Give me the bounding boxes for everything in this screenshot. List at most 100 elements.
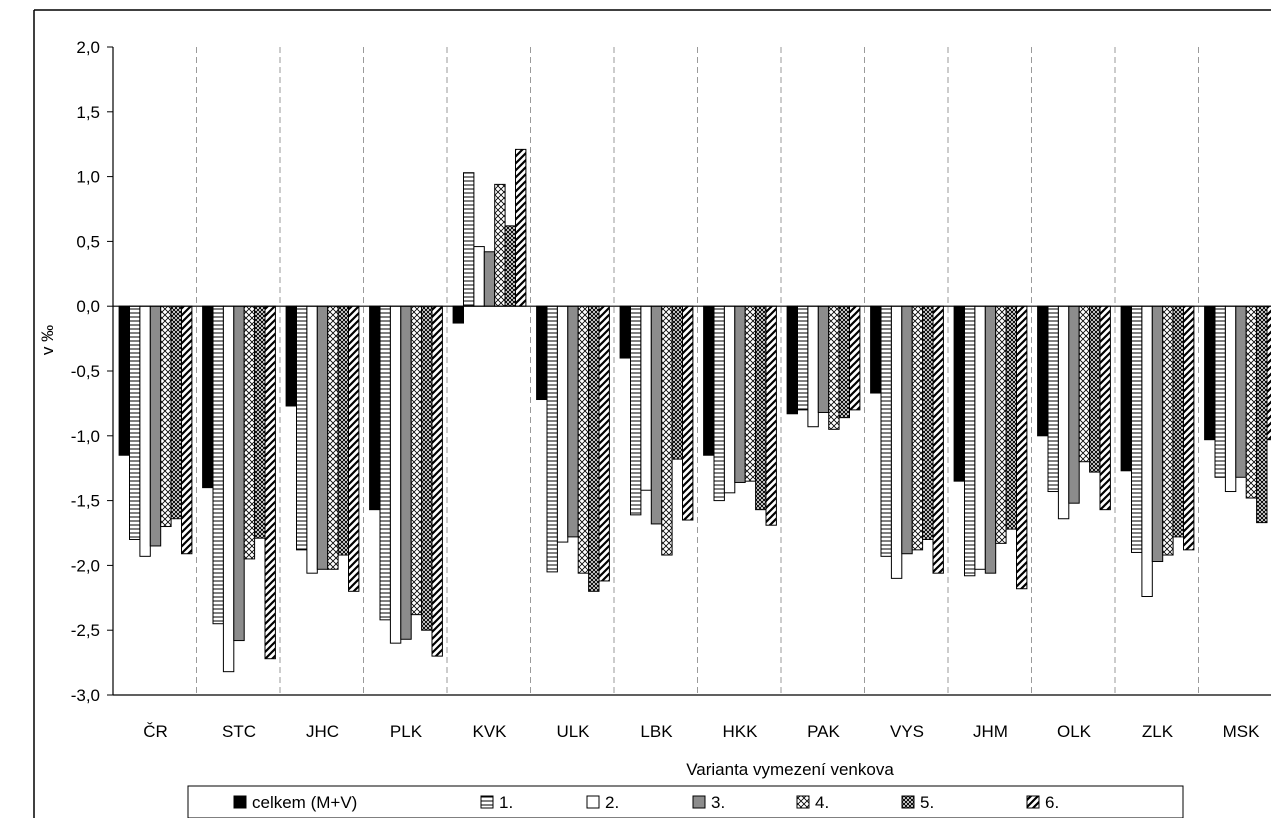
bar-ZLK-series-5 — [1162, 305, 1174, 556]
bar-JHM-series-1 — [953, 305, 965, 482]
y-tick-label: -1,0 — [71, 427, 100, 446]
x-tick-label: JHM — [973, 722, 1008, 741]
bar-ČR-series-3 — [139, 305, 151, 557]
x-tick-label: PAK — [807, 722, 840, 741]
bar-LBK-series-1 — [619, 305, 631, 359]
bar-ULK-series-7 — [598, 305, 610, 582]
x-tick-label: ULK — [556, 722, 590, 741]
bar-JHC-series-6 — [337, 305, 350, 556]
y-axis-title: v ‰ — [38, 325, 57, 355]
bar-PAK-series-2 — [797, 305, 809, 411]
x-tick-label: VYS — [890, 722, 924, 741]
legend-swatch — [586, 795, 600, 809]
bar-OLK-series-7 — [1099, 305, 1111, 511]
bar-HKK-series-2 — [713, 305, 725, 502]
bar-VYS-series-6 — [922, 305, 934, 540]
bar-KVK-series-2 — [463, 172, 475, 307]
y-tick-label: 0,0 — [76, 297, 100, 316]
bar-PLK-series-7 — [431, 305, 443, 657]
bar-OLK-series-2 — [1047, 305, 1059, 493]
bar-ZLK-series-6 — [1172, 305, 1184, 538]
bar-OLK-series-3 — [1057, 305, 1070, 520]
legend-label: 5. — [920, 793, 934, 812]
bar-VYS-series-5 — [911, 305, 924, 551]
bar-JHC-series-7 — [348, 305, 360, 592]
legend-label: 1. — [499, 793, 513, 812]
bar-MSK-series-2 — [1214, 305, 1226, 478]
bar-STC-series-3 — [222, 305, 235, 673]
bar-MSK-series-5 — [1245, 305, 1258, 499]
bar-PLK-series-1 — [369, 305, 381, 511]
bar-ZLK-series-7 — [1183, 305, 1195, 551]
bar-HKK-series-4 — [734, 305, 746, 483]
y-tick-label: 0,5 — [76, 232, 100, 251]
axes — [107, 46, 1271, 696]
bar-ZLK-series-2 — [1131, 305, 1143, 553]
bar-ČR-series-7 — [181, 305, 193, 555]
bar-ČR-series-2 — [129, 305, 141, 540]
bar-KVK-series-1 — [452, 305, 465, 324]
bar-ULK-series-6 — [588, 305, 600, 592]
bar-HKK-series-5 — [744, 305, 757, 482]
legend-label: 6. — [1045, 793, 1059, 812]
x-tick-label: ČR — [143, 722, 168, 741]
bar-ZLK-series-4 — [1151, 305, 1164, 563]
bar-STC-series-6 — [254, 305, 266, 539]
bar-PAK-series-6 — [838, 305, 850, 419]
bar-PAK-series-5 — [828, 305, 840, 430]
bar-KVK-series-6 — [504, 225, 517, 307]
bar-OLK-series-6 — [1089, 305, 1101, 473]
bar-VYS-series-3 — [890, 305, 903, 579]
bar-ČR-series-6 — [170, 305, 183, 520]
legend-swatch — [901, 795, 915, 809]
y-tick-labels: 2,0 1,5 1,0 0,5 0,0 -0,5 -1,0 -1,5 -2,0 -2,5 -3,0 — [71, 38, 100, 705]
bar-LBK-series-2 — [630, 305, 642, 516]
bar-VYS-series-4 — [901, 305, 913, 555]
bar-KVK-series-5 — [494, 183, 506, 307]
bar-ČR-series-5 — [160, 305, 172, 528]
bar-JHC-series-1 — [285, 305, 298, 407]
bar-ZLK-series-3 — [1141, 305, 1153, 597]
x-tick-label: OLK — [1057, 722, 1092, 741]
bar-MSK-series-7 — [1266, 305, 1271, 441]
bar-LBK-series-5 — [661, 305, 673, 556]
y-tick-label: -1,5 — [71, 492, 100, 511]
legend: celkem (M+V) 1. 2. 3. 4. 5. 6. — [187, 785, 1184, 818]
bar-JHM-series-6 — [1005, 305, 1017, 530]
gridlines — [196, 47, 1199, 695]
bar-HKK-series-6 — [755, 305, 767, 511]
bar-OLK-series-1 — [1037, 305, 1049, 437]
bar-KVK-series-3 — [473, 246, 485, 307]
x-tick-labels: ČR STC JHC PLK KVK ULK LBK HKK PAK VYS JHM OLK ZLK MS… — [143, 722, 1260, 741]
x-tick-label: LBK — [640, 722, 673, 741]
bar-PAK-series-1 — [786, 305, 798, 415]
y-tick-label: -2,5 — [71, 621, 100, 640]
bar-HKK-series-3 — [723, 305, 736, 494]
bars — [118, 148, 1271, 673]
bar-PAK-series-3 — [807, 305, 819, 428]
bar-PLK-series-6 — [421, 305, 433, 631]
bar-JHM-series-3 — [974, 305, 986, 570]
bar-MSK-series-6 — [1256, 305, 1268, 524]
bar-JHM-series-7 — [1016, 305, 1028, 590]
x-tick-label: HKK — [723, 722, 759, 741]
y-tick-label: -3,0 — [71, 686, 100, 705]
legend-swatch — [796, 795, 810, 809]
x-tick-label: JHC — [306, 722, 339, 741]
bar-JHC-series-3 — [306, 305, 318, 574]
y-tick-label: -2,0 — [71, 556, 100, 575]
legend-label: 2. — [605, 793, 619, 812]
y-tick-label: 2,0 — [76, 38, 100, 57]
bar-KVK-series-7 — [515, 148, 527, 307]
x-tick-label: KVK — [472, 722, 507, 741]
bar-STC-series-4 — [233, 305, 245, 642]
bar-KVK-series-4 — [483, 251, 496, 307]
bar-LBK-series-7 — [682, 305, 694, 521]
bar-ULK-series-4 — [567, 305, 579, 538]
bar-MSK-series-4 — [1235, 305, 1247, 478]
x-axis-title: Varianta vymezení venkova — [686, 760, 894, 779]
bar-JHC-series-2 — [296, 305, 308, 551]
bar-JHC-series-5 — [327, 305, 339, 570]
legend-swatch — [480, 795, 494, 809]
